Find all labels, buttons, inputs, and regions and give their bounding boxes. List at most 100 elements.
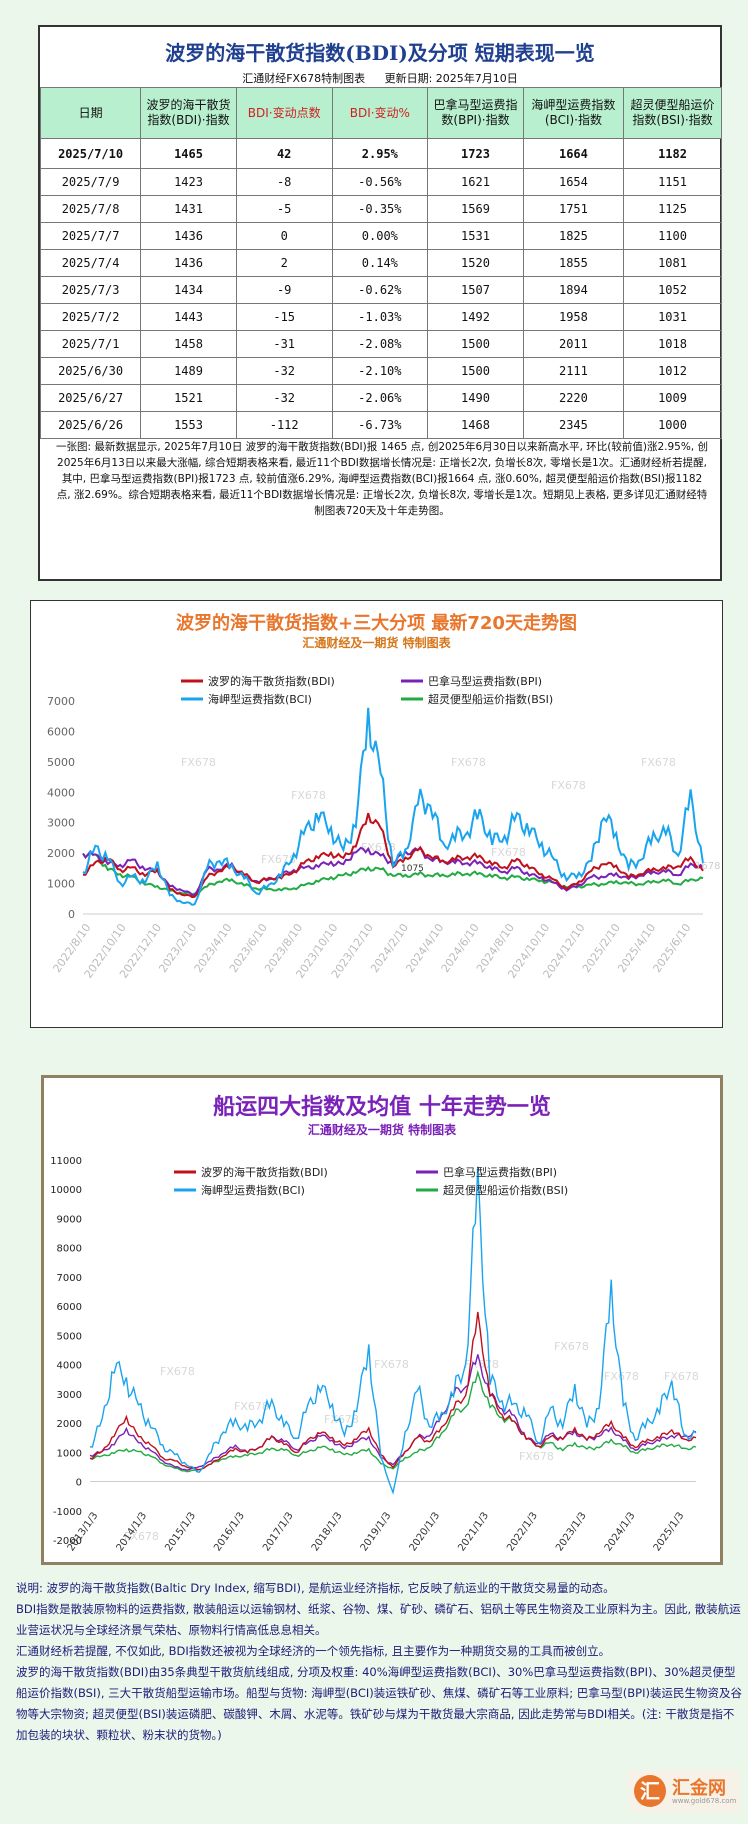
table-cell: -9 [235,276,333,304]
y-tick-label: 11000 [50,1156,82,1167]
y-tick-label: 5000 [57,1331,82,1342]
y-tick-label: -2000 [53,1536,82,1547]
y-tick-label: 1000 [57,1448,82,1459]
table-cell: 2025/7/3 [39,276,142,304]
x-tick-label: 2020/1/3 [408,1510,443,1553]
legend-label-bpi: 巴拿马型运费指数(BPI) [428,674,542,688]
table-cell: 2220 [522,384,625,412]
table-cell: 1443 [140,303,237,331]
x-tick-label: 2018/1/3 [310,1510,345,1553]
table-cell: 0 [235,222,333,250]
legend-label-bdi: 波罗的海干散货指数(BDI) [208,674,335,688]
table-cell: 1958 [522,303,625,331]
annotation-label: 1075 [401,864,424,874]
table-header-line1: 超灵便型船运价 [630,98,715,112]
series-line-bpi [82,846,704,897]
table-maker: 汇通财经FX678特制图表 [242,72,366,85]
table-cell: -0.35% [331,195,429,223]
watermark-text: FX678 [554,1340,589,1353]
x-tick-label: 2015/1/3 [163,1510,198,1553]
chart1-subtitle: 汇通财经及一期货 特制图表 [302,636,451,650]
y-tick-label: 7000 [47,695,75,708]
table-header-line1: 海岬型运费指数 [531,98,616,112]
y-tick-label: 6000 [57,1302,82,1313]
series-line-bsi [82,849,704,896]
table-title: 波罗的海干散货指数(BDI)及分项 短期表现一览 [165,41,595,65]
y-tick-label: 2000 [57,1419,82,1430]
table-cell: 1009 [623,384,722,412]
table-cell: 1507 [427,276,524,304]
watermark-text: FX678 [160,1365,195,1378]
legend-label-bpi: 巴拿马型运费指数(BPI) [443,1165,557,1179]
table-cell: -0.56% [331,168,429,196]
watermark-text: FX678 [519,1450,554,1463]
table-cell: 1521 [140,384,237,412]
table-header-2: BDI·变动点数 [235,87,333,139]
table-header-line1: 巴拿马型运费指 [433,98,518,112]
table-cell: 1723 [427,138,524,169]
y-tick-label: 3000 [57,1390,82,1401]
legend-label-bsi: 超灵便型船运价指数(BSI) [428,692,553,706]
explanation-p1: 说明: 波罗的海干散货指数(Baltic Dry Index, 缩写BDI), … [16,1581,615,1595]
table-cell: 1436 [140,249,237,277]
table-header-3: BDI·变动% [331,87,429,139]
table-update-date: 更新日期: 2025年7月10日 [384,72,518,85]
watermark-text: FX678 [491,846,526,859]
series-line-bci [89,1166,697,1495]
table-cell: 2025/7/9 [39,168,142,196]
table-cell: 1500 [427,357,524,385]
table-cell: 2025/6/30 [39,357,142,385]
table-header-6: 超灵便型船运价 指数(BSI)·指数 [623,87,722,139]
table-cell: 1151 [623,168,722,196]
table-header-line2: 数(BPI)·指数 [441,113,510,127]
explanation-p2: BDI指数是散装原物料的运费指数, 散装船运以运输钢材、纸浆、谷物、煤、矿砂、磷… [16,1602,741,1637]
y-tick-label: 3000 [47,817,75,830]
table-cell: 2025/7/4 [39,249,142,277]
table-cell: 2025/7/1 [39,330,142,358]
table-cell: 1125 [623,195,722,223]
table-row: 2025/6/27 1521 -32 -2.06% 1490 2220 1009 [39,384,722,412]
table-row: 2025/7/4 1436 2 0.14% 1520 1855 1081 [39,249,722,277]
table-header-5: 海岬型运费指数 (BCI)·指数 [522,87,625,139]
table-note: 一张图: 最新数据显示, 2025年7月10日 波罗的海干散货指数(BDI)报 … [56,441,708,517]
table-cell: 2345 [522,411,625,439]
table-cell: 1018 [623,330,722,358]
table-row: 2025/6/30 1489 -32 -2.10% 1500 2111 1012 [39,357,722,385]
site-logo[interactable]: 汇 汇金网 www.gold678.com [628,1770,740,1812]
table-cell: 1012 [623,357,722,385]
x-tick-label: 2022/1/3 [505,1510,540,1553]
table-row: 2025/7/7 1436 0 0.00% 1531 1825 1100 [39,222,722,250]
table-cell: 1751 [522,195,625,223]
table-cell: 1621 [427,168,524,196]
table-cell: -5 [235,195,333,223]
table-cell: -15 [235,303,333,331]
y-tick-label: 10000 [50,1185,82,1196]
table-cell: 1458 [140,330,237,358]
legend-label-bci: 海岬型运费指数(BCI) [201,1183,305,1197]
chart-720-days-panel: 波罗的海干散货指数+三大分项 最新720天走势图 汇通财经及一期货 特制图表 F… [30,600,723,1028]
explanation-text: 说明: 波罗的海干散货指数(Baltic Dry Index, 缩写BDI), … [16,1578,744,1746]
x-tick-label: 2016/1/3 [212,1510,247,1553]
table-cell: -2.06% [331,384,429,412]
table-header-line2: 指数(BSI)·指数 [632,113,713,127]
table-header-line1: BDI·变动点数 [247,105,321,120]
table-row: 2025/7/2 1443 -15 -1.03% 1492 1958 1031 [39,303,722,331]
table-row: 2025/7/3 1434 -9 -0.62% 1507 1894 1052 [39,276,722,304]
table-row: 2025/7/10 1465 42 2.95% 1723 1664 1182 [39,138,722,169]
series-line-bpi [89,1354,697,1471]
table-cell: 1490 [427,384,524,412]
last-value-label: 1678 [695,861,720,872]
table-cell: 1000 [623,411,722,439]
table-cell: 1654 [522,168,625,196]
table-cell: 2.95% [331,138,429,169]
y-tick-label: 8000 [57,1244,82,1255]
table-cell: -0.62% [331,276,429,304]
table-cell: -32 [235,357,333,385]
table-cell: 1423 [140,168,237,196]
logo-url: www.gold678.com [672,1797,737,1805]
watermark-text: FX678 [664,1370,699,1383]
x-tick-label: 2019/1/3 [359,1510,394,1553]
table-cell: -31 [235,330,333,358]
table-cell: -32 [235,384,333,412]
table-header-line2: (BCI)·指数 [544,113,602,127]
